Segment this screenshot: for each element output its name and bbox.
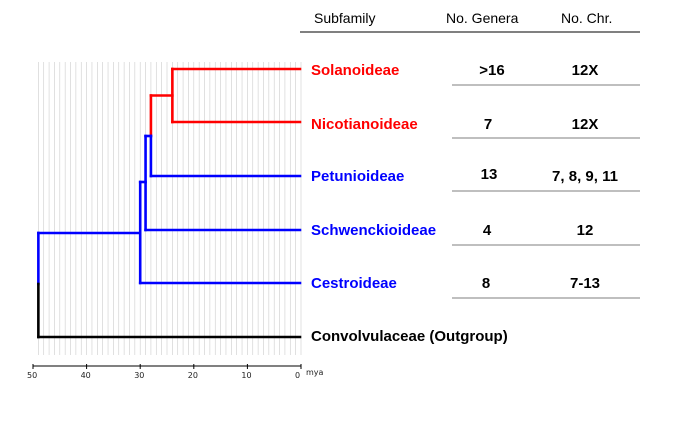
header-genera: No. Genera	[446, 10, 519, 26]
axis-tick-label: 0	[295, 371, 301, 380]
taxon-cestroideae: Cestroideae	[311, 275, 397, 292]
chr-nicotianoideae: 12X	[571, 116, 599, 133]
axis-tick-label: 30	[134, 371, 145, 380]
genera-schwenckioideae: 4	[482, 222, 492, 239]
chr-schwenckioideae: 12	[576, 222, 594, 239]
axis-tick-label: 40	[80, 371, 91, 380]
chr-solanoideae: 12X	[571, 62, 599, 79]
chr-cestroideae: 7-13	[569, 275, 601, 292]
genera-nicotianoideae: 7	[483, 116, 493, 133]
taxon-nicotianoideae: Nicotianoideae	[311, 116, 418, 133]
header-chromosomes: No. Chr.	[561, 10, 613, 26]
taxon-outgroup: Convolvulaceae (Outgroup)	[311, 328, 508, 345]
chr-petunioideae: 7, 8, 9, 11	[552, 168, 618, 185]
taxon-petunioideae: Petunioideae	[311, 168, 405, 185]
axis-unit-label: mya	[306, 368, 324, 377]
taxon-schwenckioideae: Schwenckioideae	[311, 222, 437, 239]
header-subfamily: Subfamily	[314, 10, 376, 26]
genera-petunioideae: 13	[480, 166, 498, 183]
axis-tick-label: 50	[27, 371, 38, 380]
taxon-solanoideae: Solanoideae	[311, 62, 400, 79]
genera-solanoideae: >16	[479, 62, 505, 79]
axis-tick-label: 10	[241, 371, 252, 380]
genera-cestroideae: 8	[481, 275, 491, 292]
axis-tick-label: 20	[187, 371, 198, 380]
